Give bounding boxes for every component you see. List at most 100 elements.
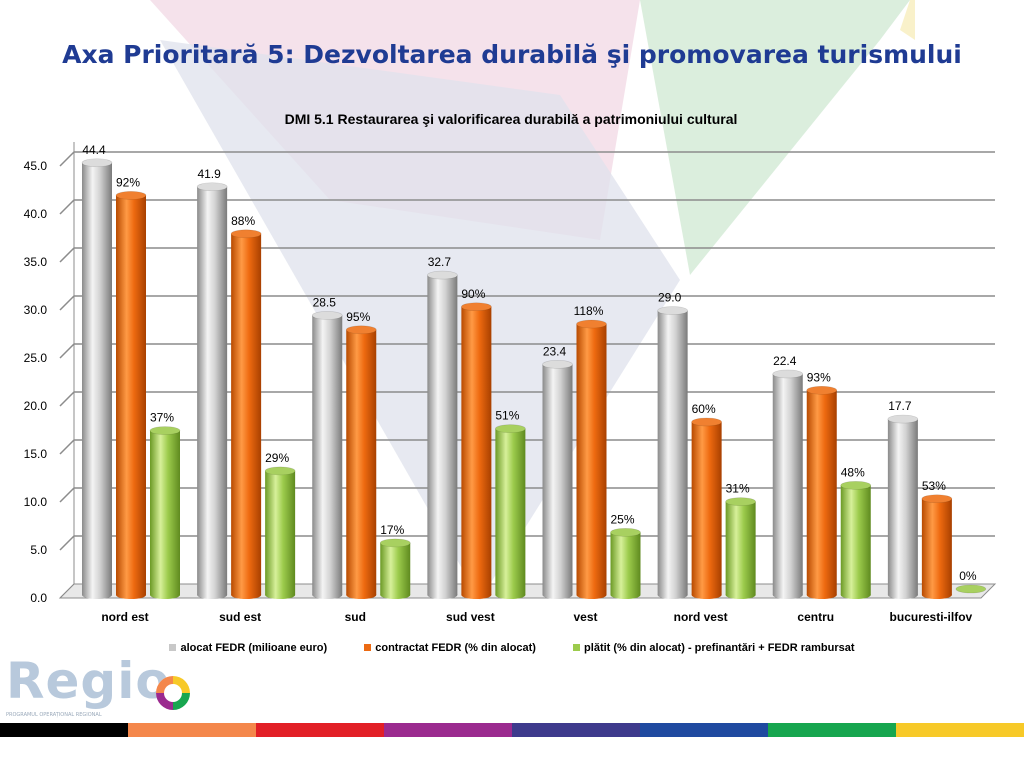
- y-tick-label: 0.0: [30, 591, 47, 605]
- bar-base: [461, 591, 492, 599]
- bar-top: [840, 481, 872, 490]
- legend-item-contractat: contractat FEDR (% din alocat): [364, 642, 536, 654]
- bar-base: [346, 591, 377, 599]
- y-tick-label: 45.0: [24, 159, 48, 173]
- bar-contractat: [806, 385, 838, 599]
- bar-body: [116, 195, 146, 595]
- bar-top: [691, 417, 722, 427]
- bar-alocat: [657, 306, 688, 599]
- color-stripe-segment: [512, 723, 640, 737]
- data-label: 31%: [726, 482, 750, 496]
- bar-body: [921, 498, 952, 595]
- bar-body: [427, 275, 458, 595]
- bar-body: [657, 310, 688, 595]
- color-stripe-segment: [384, 723, 512, 737]
- data-label: 44.4: [82, 143, 106, 157]
- data-label: 17.7: [888, 399, 912, 413]
- data-label: 48%: [841, 465, 865, 479]
- bar-top: [725, 497, 756, 506]
- color-stripe: [0, 723, 1024, 737]
- bar-top: [81, 158, 113, 168]
- x-axis-tick-labels: nord est sud est sud sud vest vest nord vest c…: [101, 610, 972, 624]
- logo-subtitle: PROGRAMUL OPERAȚIONAL REGIONAL: [6, 712, 102, 718]
- bar-body: [840, 485, 871, 595]
- bars: [81, 158, 987, 599]
- bar-platit: [955, 584, 987, 594]
- bar-platit: [725, 497, 756, 599]
- data-label: 17%: [380, 523, 404, 537]
- bar-alocat: [196, 182, 228, 599]
- bar-base: [231, 591, 262, 599]
- grid-line: [59, 151, 995, 167]
- bar-top: [610, 528, 641, 537]
- data-label: 90%: [461, 287, 485, 301]
- bar-base: [657, 591, 688, 599]
- y-tick-label: 25.0: [24, 351, 48, 365]
- color-stripe-segment: [256, 723, 384, 737]
- y-tick-label: 15.0: [24, 447, 48, 461]
- data-label: 23.4: [543, 344, 567, 358]
- x-tick-label: bucuresti-ilfov: [890, 610, 973, 624]
- bar-body: [461, 306, 492, 595]
- chart-title: DMI 5.1 Restaurarea şi valorificarea dur…: [285, 111, 738, 127]
- x-tick-label: nord vest: [674, 610, 728, 624]
- color-stripe-segment: [640, 723, 768, 737]
- bar-top: [149, 426, 181, 435]
- bar-base: [265, 591, 296, 599]
- bar-body: [380, 542, 411, 595]
- bar-base: [691, 591, 722, 599]
- y-tick-label: 35.0: [24, 255, 48, 269]
- bar-top: [657, 306, 688, 315]
- bar-base: [921, 591, 952, 599]
- bar-top: [196, 182, 228, 192]
- bar-body: [542, 364, 573, 595]
- bar-body: [82, 162, 112, 595]
- regio-logo: Regio PROGRAMUL OPERAȚIONAL REGIONAL: [6, 652, 196, 720]
- bar-body: [610, 532, 641, 595]
- bar-body: [150, 430, 180, 595]
- bar-base: [806, 591, 837, 599]
- data-label: 51%: [495, 409, 519, 423]
- x-tick-label: centru: [797, 610, 834, 624]
- bar-top: [311, 311, 343, 320]
- bar-alocat: [311, 311, 343, 599]
- logo-text: Regio: [6, 652, 171, 710]
- x-tick-label: vest: [573, 610, 597, 624]
- bar-alocat: [887, 414, 919, 599]
- bar-contractat: [461, 302, 492, 599]
- data-label: 88%: [231, 214, 255, 228]
- bar-top: [772, 369, 804, 379]
- data-label: 60%: [692, 402, 716, 416]
- bar-platit: [495, 424, 526, 599]
- bar-contractat: [230, 229, 262, 599]
- bar-body: [346, 329, 377, 595]
- bar-base: [116, 591, 146, 599]
- bar-body: [725, 501, 756, 595]
- chart-legend: alocat FEDR (milioane euro) contractat F…: [0, 642, 1024, 654]
- color-stripe-segment: [768, 723, 896, 737]
- bar-base: [82, 591, 112, 599]
- bar-base: [887, 591, 918, 599]
- bar-body: [197, 186, 228, 595]
- bar-base: [772, 591, 803, 599]
- bar-contractat: [691, 417, 722, 599]
- bar-alocat: [81, 158, 113, 599]
- x-tick-label: sud vest: [446, 610, 495, 624]
- slide-title: Axa Prioritară 5: Dezvoltarea durabilă ş…: [62, 40, 962, 69]
- bar-base: [610, 591, 641, 599]
- bar-body: [576, 324, 607, 595]
- data-label: 28.5: [313, 295, 337, 309]
- x-tick-label: nord est: [101, 610, 148, 624]
- axis-line: [59, 583, 75, 599]
- y-axis-tick-labels: 0.0 5.0 10.0 15.0 20.0 25.0 30.0 35.0 40.0 45.0: [24, 159, 48, 605]
- bar-platit: [840, 481, 872, 599]
- bar-top: [495, 424, 526, 433]
- x-tick-label: sud est: [219, 610, 261, 624]
- y-tick-label: 5.0: [30, 543, 47, 557]
- color-stripe-segment: [896, 723, 1024, 737]
- bar-top: [576, 319, 607, 329]
- bar-body: [806, 390, 837, 595]
- data-label: 32.7: [428, 255, 452, 269]
- color-stripe-segment: [128, 723, 256, 737]
- data-label: 95%: [346, 310, 370, 324]
